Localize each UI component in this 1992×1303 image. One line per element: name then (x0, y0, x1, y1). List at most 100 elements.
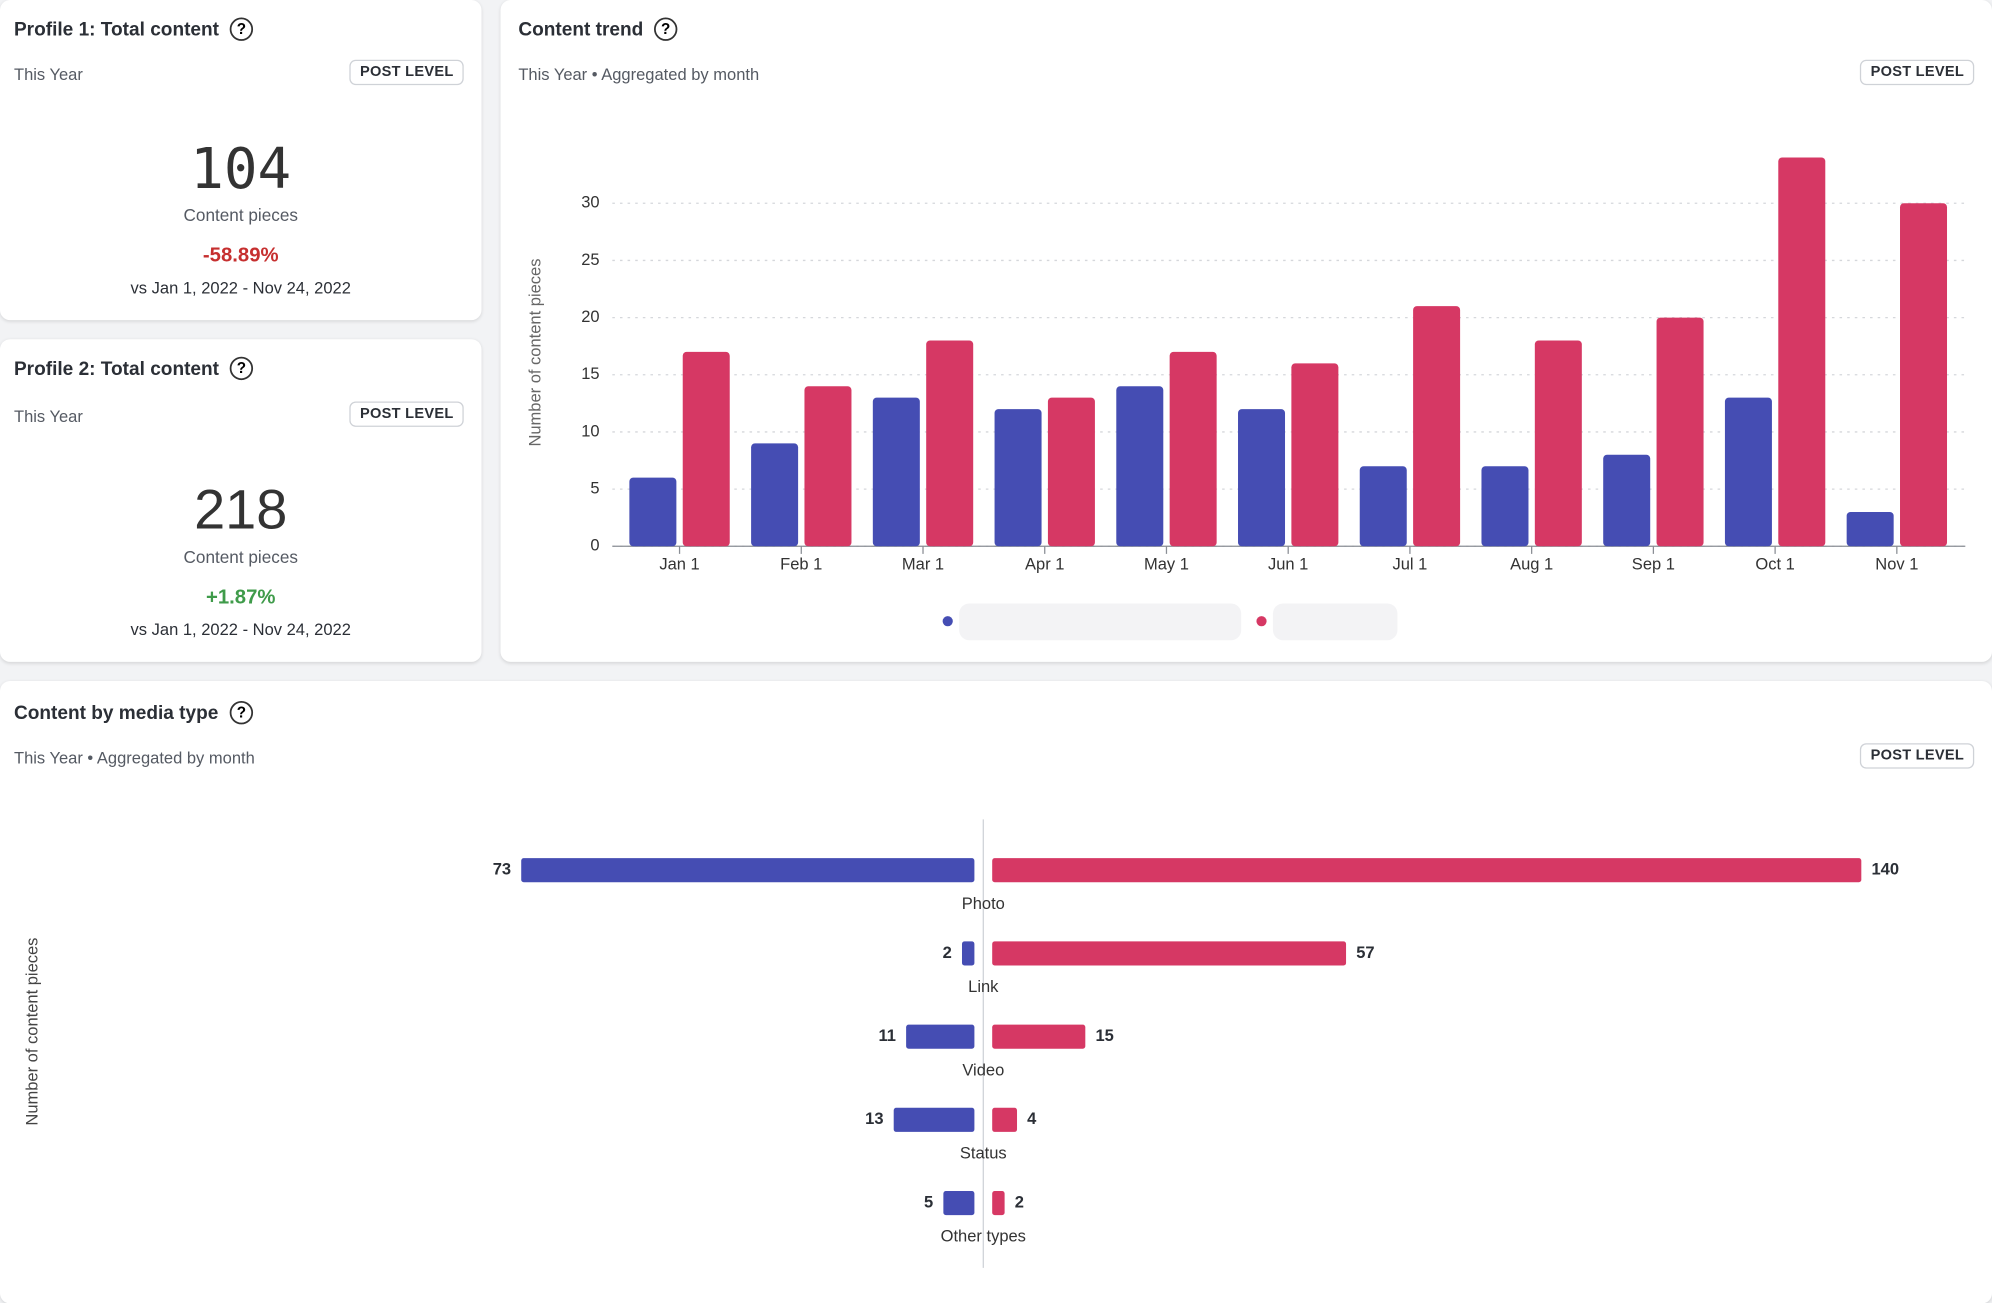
category-label: Video (962, 1061, 1004, 1079)
card-title-row: Profile 2: Total content ? (14, 356, 255, 381)
bar (629, 477, 677, 547)
legend-placeholder (1272, 603, 1398, 641)
legend-marker (1256, 616, 1267, 627)
value-label: 140 (1871, 861, 1899, 879)
metric-value: 218 (194, 478, 288, 542)
x-tick-label: Jul 1 (1392, 556, 1427, 574)
bar (682, 351, 730, 547)
x-tick-label: Nov 1 (1875, 556, 1918, 574)
bar (1359, 466, 1407, 547)
badge: POST LEVEL (1860, 59, 1975, 86)
value-label: 2 (1015, 1193, 1024, 1211)
badge: POST LEVEL (349, 401, 464, 427)
bar (872, 397, 920, 547)
legend-placeholder (959, 603, 1242, 641)
bar (893, 1107, 975, 1132)
chart-card: Content by media type ? This Year • Aggr… (0, 680, 1992, 1303)
card-title: Profile 2: Total content (13, 357, 220, 380)
bar (804, 386, 852, 547)
value-label: 57 (1356, 944, 1374, 962)
metric-change: -58.89% (202, 245, 279, 267)
bar (1481, 466, 1529, 547)
bar (1724, 397, 1772, 547)
value-label: 5 (924, 1193, 933, 1211)
bar (906, 1024, 975, 1049)
bar (1846, 511, 1894, 547)
chart: 0 5 10 15 20 25 30 Number of content pieces Jan … (526, 157, 1966, 641)
card-title-row: Content by media type ? (14, 700, 254, 725)
bar (1238, 409, 1286, 547)
category-label: Other types (941, 1228, 1026, 1246)
value-label: 2 (943, 944, 952, 962)
card-title: Profile 1: Total content (13, 18, 220, 41)
bar (1291, 363, 1339, 547)
y-axis-label: Number of content pieces (526, 259, 544, 447)
x-tick-label: Jan 1 (659, 556, 699, 574)
bar (1047, 397, 1095, 547)
profile-card: Profile 2: Total content ? This Year POS… (0, 339, 482, 662)
x-tick-label: Aug 1 (1510, 556, 1553, 574)
help-icon[interactable]: ? (229, 17, 254, 42)
bar (961, 941, 975, 966)
y-axis-label: Number of content pieces (23, 938, 41, 1126)
bar (992, 858, 1862, 883)
bar (994, 409, 1042, 547)
bar (1778, 157, 1826, 547)
x-tick-label: Jun 1 (1268, 556, 1308, 574)
bar (1413, 306, 1461, 547)
value-label: 4 (1027, 1110, 1037, 1128)
help-icon[interactable]: ? (653, 17, 678, 42)
metric-caption: Content pieces (183, 547, 298, 567)
bar (943, 1191, 975, 1216)
y-tick-label: 0 (590, 537, 599, 555)
svg-text:?: ? (237, 360, 246, 377)
y-tick-label: 10 (581, 422, 599, 440)
chart-title: Content trend (518, 18, 644, 41)
bar (1900, 203, 1948, 547)
card-subtitle: This Year (13, 64, 83, 84)
help-icon[interactable]: ? (228, 700, 253, 725)
legend-marker (942, 616, 953, 627)
bar (1534, 340, 1582, 547)
metric-comparison: vs Jan 1, 2022 - Nov 24, 2022 (130, 278, 351, 298)
badge: POST LEVEL (349, 59, 464, 86)
chart-subtitle: This Year • Aggregated by month (518, 64, 760, 84)
bar (992, 941, 1347, 966)
y-tick-label: 5 (590, 479, 599, 497)
help-icon[interactable]: ? (229, 356, 254, 381)
bar (992, 1024, 1086, 1049)
x-tick-label: Feb 1 (780, 556, 822, 574)
value-label: 13 (865, 1110, 883, 1128)
bar (521, 858, 975, 883)
metric-change: +1.87% (205, 586, 276, 609)
svg-text:?: ? (237, 21, 246, 38)
bar (992, 1107, 1018, 1132)
bar (1169, 351, 1217, 547)
bar (926, 340, 974, 547)
card-title-row: Content trend ? (518, 17, 678, 42)
bar (1603, 454, 1651, 547)
bar (992, 1191, 1005, 1216)
category-label: Link (968, 978, 999, 996)
metric-comparison: vs Jan 1, 2022 - Nov 24, 2022 (130, 619, 351, 640)
x-tick-label: Apr 1 (1025, 556, 1064, 574)
x-tick-label: Mar 1 (902, 556, 944, 574)
chart: Number of content pieces Photo 73 140 Link 2 5… (23, 819, 1899, 1268)
bar (1656, 317, 1704, 547)
y-tick-label: 25 (581, 251, 599, 269)
y-tick-label: 20 (581, 308, 599, 326)
card-subtitle: This Year (13, 406, 83, 426)
card-title-row: Profile 1: Total content ? (14, 17, 255, 42)
x-tick-label: Sep 1 (1632, 556, 1675, 574)
x-tick-label: May 1 (1144, 556, 1189, 574)
value-label: 73 (493, 861, 511, 879)
badge: POST LEVEL (1860, 743, 1975, 769)
y-tick-label: 30 (581, 194, 599, 212)
y-tick-label: 15 (581, 365, 599, 383)
metric-caption: Content pieces (183, 205, 298, 225)
profile-card: Profile 1: Total content ? This Year POS… (0, 0, 482, 321)
value-label: 11 (878, 1027, 895, 1045)
x-tick-label: Oct 1 (1755, 556, 1794, 574)
